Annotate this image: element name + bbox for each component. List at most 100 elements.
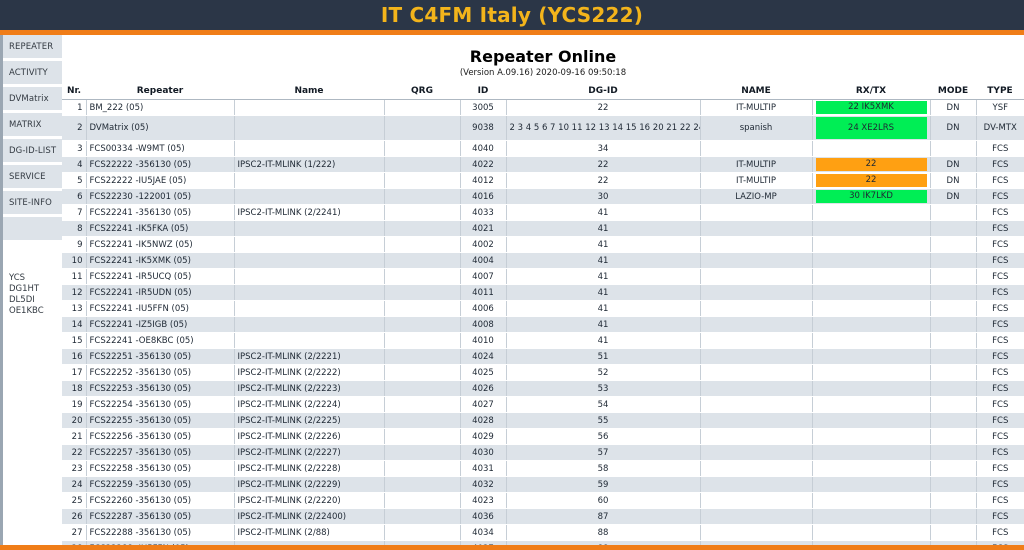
- cell-qrg: [383, 204, 460, 221]
- col-header-rxtx[interactable]: RX/TX: [812, 84, 930, 100]
- sidebar-item-site-info[interactable]: SITE-INFO: [3, 191, 62, 217]
- col-header-dgid[interactable]: DG-ID: [506, 84, 700, 100]
- cell-name: [233, 188, 384, 205]
- cell-repeater: FCS22253 -356130 (05): [85, 380, 234, 397]
- header-accent-rule: [0, 30, 1024, 35]
- cell-repeater: FCS22241 -IK5NWZ (05): [85, 236, 234, 253]
- cell-name2: [699, 444, 812, 461]
- col-header-id[interactable]: ID: [460, 84, 506, 100]
- rxtx-status-badge: [816, 286, 927, 299]
- rxtx-status-badge: [816, 318, 927, 331]
- cell-dgid: 41: [505, 268, 700, 285]
- col-header-qrg[interactable]: QRG: [384, 84, 460, 100]
- cell-rxtx: [811, 508, 930, 525]
- table-row[interactable]: 4 FCS22222 -356130 (05) IPSC2-IT-MLINK (1/…: [62, 156, 1024, 173]
- cell-id: 4011: [459, 284, 506, 301]
- col-header-type[interactable]: TYPE: [976, 84, 1024, 100]
- table-row[interactable]: 15 FCS22241 -OE8KBC (05) 4010 41 FCS: [62, 332, 1024, 349]
- cell-repeater: FCS22241 -IK5XMK (05): [85, 252, 234, 269]
- sidebar-item-matrix[interactable]: MATRIX: [3, 113, 62, 139]
- sidebar-item-repeater[interactable]: REPEATER: [3, 35, 62, 61]
- table-row[interactable]: 14 FCS22241 -IZ5IGB (05) 4008 41 FCS: [62, 316, 1024, 333]
- cell-type: FCS: [975, 396, 1024, 413]
- rxtx-status-badge: [816, 382, 927, 395]
- table-row[interactable]: 1 BM_222 (05) 3005 22 IT-MULTIP 22 IK5XMK DN YS…: [62, 99, 1024, 116]
- col-header-nr[interactable]: Nr.: [62, 84, 86, 100]
- cell-mode: [929, 412, 976, 429]
- sidebar-item-label: SERVICE: [9, 171, 46, 182]
- rxtx-status-badge: [816, 414, 927, 427]
- content-subtitle: (Version A.09.16) 2020-09-16 09:50:18: [459, 68, 627, 78]
- cell-rxtx: [811, 236, 930, 253]
- sidebar-item-activity[interactable]: ACTIVITY: [3, 61, 62, 87]
- sidebar-item-dg-id-list[interactable]: DG-ID-LIST: [3, 139, 62, 165]
- sidebar-item-dvmatrix[interactable]: DVMatrix: [3, 87, 62, 113]
- rxtx-status-badge: 22: [815, 174, 927, 187]
- table-row[interactable]: 26 FCS22287 -356130 (05) IPSC2-IT-MLINK (2…: [62, 508, 1024, 525]
- cell-name2: [699, 492, 812, 509]
- table-row[interactable]: 13 FCS22241 -IU5FFN (05) 4006 41 FCS: [62, 300, 1024, 317]
- cell-repeater: FCS22287 -356130 (05): [85, 508, 234, 525]
- table-row[interactable]: 24 FCS22259 -356130 (05) IPSC2-IT-MLINK (2…: [62, 476, 1024, 493]
- cell-mode: [929, 268, 976, 285]
- col-header-name[interactable]: Name: [234, 84, 384, 100]
- rxtx-status-badge: [816, 366, 927, 379]
- cell-nr: 20: [62, 412, 86, 429]
- table-row[interactable]: 18 FCS22253 -356130 (05) IPSC2-IT-MLINK (2…: [62, 380, 1024, 397]
- col-header-name2[interactable]: NAME: [700, 84, 812, 100]
- col-header-mode[interactable]: MODE: [930, 84, 976, 100]
- cell-repeater: FCS22251 -356130 (05): [85, 348, 234, 365]
- cell-qrg: [383, 364, 460, 381]
- table-header-row: Nr. Repeater Name QRG ID DG-ID NAME RX/T…: [62, 84, 1024, 100]
- cell-name2: IT-MULTIP: [699, 156, 812, 173]
- cell-nr: 3: [62, 140, 86, 157]
- table-row[interactable]: 17 FCS22252 -356130 (05) IPSC2-IT-MLINK (2…: [62, 364, 1024, 381]
- cell-type: YSF: [975, 99, 1024, 116]
- cell-nr: 7: [62, 204, 86, 221]
- col-header-repeater[interactable]: Repeater: [86, 84, 234, 100]
- table-row[interactable]: 27 FCS22288 -356130 (05) IPSC2-IT-MLINK (2…: [62, 524, 1024, 541]
- table-row[interactable]: 20 FCS22255 -356130 (05) IPSC2-IT-MLINK (2…: [62, 412, 1024, 429]
- cell-rxtx: [811, 316, 930, 333]
- table-row[interactable]: 12 FCS22241 -IR5UDN (05) 4011 41 FCS: [62, 284, 1024, 301]
- sidebar-item-service[interactable]: SERVICE: [3, 165, 62, 191]
- cell-name2: [699, 428, 812, 445]
- table-row[interactable]: 21 FCS22256 -356130 (05) IPSC2-IT-MLINK (2…: [62, 428, 1024, 445]
- rxtx-status-badge: 22 IK5XMK: [815, 101, 927, 114]
- cell-rxtx: 24 XE2LRS: [811, 115, 930, 141]
- table-row[interactable]: 8 FCS22241 -IK5FKA (05) 4021 41 FCS: [62, 220, 1024, 237]
- cell-id: 4021: [459, 220, 506, 237]
- sidebar-spacer: [3, 217, 62, 243]
- table-row[interactable]: 11 FCS22241 -IR5UCQ (05) 4007 41 FCS: [62, 268, 1024, 285]
- table-row[interactable]: 19 FCS22254 -356130 (05) IPSC2-IT-MLINK (2…: [62, 396, 1024, 413]
- table-row[interactable]: 7 FCS22241 -356130 (05) IPSC2-IT-MLINK (2/…: [62, 204, 1024, 221]
- cell-mode: [929, 380, 976, 397]
- cell-mode: [929, 204, 976, 221]
- cell-name: IPSC2-IT-MLINK (2/22400): [233, 508, 384, 525]
- cell-type: FCS: [975, 444, 1024, 461]
- cell-dgid: 55: [505, 412, 700, 429]
- table-row[interactable]: 23 FCS22258 -356130 (05) IPSC2-IT-MLINK (2…: [62, 460, 1024, 477]
- table-row[interactable]: 25 FCS22260 -356130 (05) IPSC2-IT-MLINK (2…: [62, 492, 1024, 509]
- table-row[interactable]: 2 DVMatrix (05) 9038 2 3 4 5 6 7 10 11 12 1…: [62, 115, 1024, 141]
- table-row[interactable]: 10 FCS22241 -IK5XMK (05) 4004 41 FCS: [62, 252, 1024, 269]
- table-row[interactable]: 22 FCS22257 -356130 (05) IPSC2-IT-MLINK (2…: [62, 444, 1024, 461]
- table-row[interactable]: 5 FCS22222 -IU5JAE (05) 4012 22 IT-MULTIP 22 D…: [62, 172, 1024, 189]
- table-row[interactable]: 16 FCS22251 -356130 (05) IPSC2-IT-MLINK (2…: [62, 348, 1024, 365]
- cell-name2: [699, 252, 812, 269]
- table-row[interactable]: 9 FCS22241 -IK5NWZ (05) 4002 41 FCS: [62, 236, 1024, 253]
- sidebar: REPEATER ACTIVITY DVMatrix MATRIX DG-ID-LIST…: [0, 35, 62, 545]
- cell-mode: [929, 460, 976, 477]
- cell-qrg: [383, 524, 460, 541]
- cell-repeater: FCS22241 -IU5FFN (05): [85, 300, 234, 317]
- cell-mode: [929, 236, 976, 253]
- cell-rxtx: [811, 460, 930, 477]
- cell-repeater: FCS22241 -356130 (05): [85, 204, 234, 221]
- cell-qrg: [383, 428, 460, 445]
- table-row[interactable]: 3 FCS00334 -W9MT (05) 4040 34 FCS: [62, 140, 1024, 157]
- table-row[interactable]: 6 FCS22230 -122001 (05) 4016 30 LAZIO-MP 30 I…: [62, 188, 1024, 205]
- cell-nr: 22: [62, 444, 86, 461]
- cell-type: FCS: [975, 428, 1024, 445]
- cell-name: IPSC2-IT-MLINK (2/2224): [233, 396, 384, 413]
- cell-qrg: [383, 99, 460, 116]
